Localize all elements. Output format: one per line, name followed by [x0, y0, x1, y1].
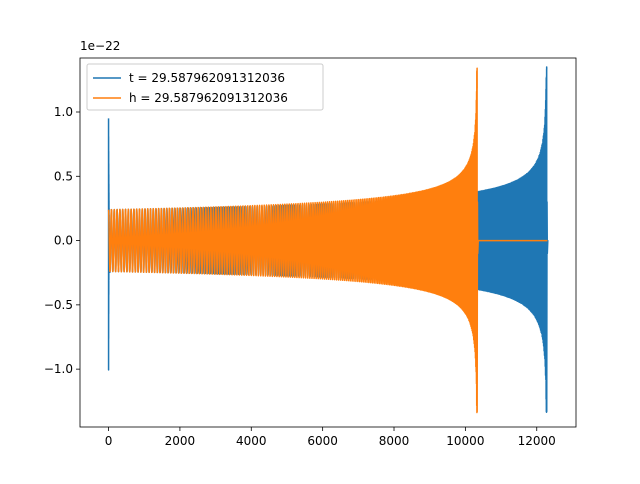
axes-frame	[79, 57, 577, 428]
legend-label-t: t = 29.587962091312036	[129, 71, 285, 85]
x-tick-label: 6000	[307, 434, 338, 448]
series-line-h	[107, 67, 548, 414]
x-tick-label: 10000	[446, 434, 484, 448]
y-tick-label: −0.5	[44, 298, 73, 312]
x-tick-label: 0	[105, 434, 113, 448]
legend-box	[86, 63, 324, 111]
legend: t = 29.587962091312036 h = 29.5879620913…	[86, 63, 324, 111]
x-tick-label: 12000	[518, 434, 556, 448]
legend-label-h: h = 29.587962091312036	[129, 91, 288, 105]
y-tick-label: 0.5	[54, 169, 73, 183]
y-offset-label: 1e−22	[80, 39, 120, 53]
x-tick-label: 2000	[165, 434, 196, 448]
y-tick-label: 0.0	[54, 234, 73, 248]
series-layer	[107, 66, 549, 414]
y-tick-label: −1.0	[44, 362, 73, 376]
y-tick-label: 1.0	[54, 105, 73, 119]
ticks-layer: 0 2000 4000 6000 8000 10000 12000 −1.0 −0.5 0.0 0.…	[44, 105, 556, 448]
x-tick-label: 8000	[379, 434, 410, 448]
x-tick-label: 4000	[236, 434, 267, 448]
